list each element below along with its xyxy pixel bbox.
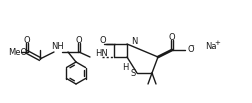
Text: O: O	[188, 44, 195, 53]
Text: O: O	[76, 36, 82, 44]
Text: Na: Na	[205, 42, 216, 50]
Text: S: S	[130, 68, 136, 77]
Text: O: O	[24, 36, 30, 44]
Text: –: –	[191, 42, 195, 48]
Text: H: H	[122, 64, 128, 73]
Text: HN: HN	[95, 49, 108, 57]
Text: O: O	[100, 36, 106, 44]
Text: NH: NH	[51, 42, 63, 50]
Text: MeO: MeO	[8, 47, 27, 57]
Text: +: +	[214, 40, 220, 46]
Text: O: O	[169, 33, 175, 42]
Text: N: N	[131, 36, 137, 46]
